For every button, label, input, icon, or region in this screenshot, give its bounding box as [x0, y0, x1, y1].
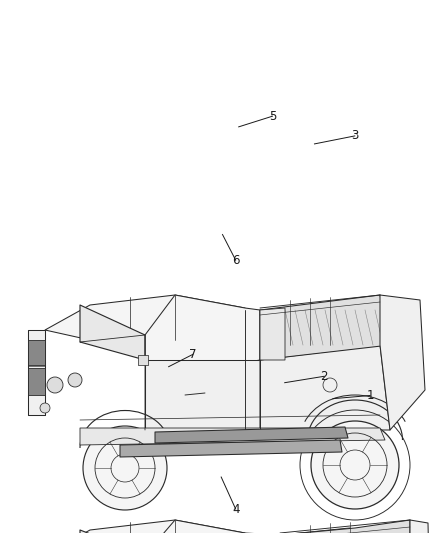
- Polygon shape: [120, 440, 342, 457]
- Polygon shape: [380, 295, 425, 430]
- Circle shape: [311, 421, 399, 509]
- Polygon shape: [80, 530, 145, 533]
- Polygon shape: [28, 330, 45, 415]
- Polygon shape: [410, 520, 430, 533]
- Text: 1: 1: [366, 389, 374, 402]
- Circle shape: [40, 403, 50, 413]
- Text: 7: 7: [189, 348, 197, 361]
- Polygon shape: [145, 520, 280, 533]
- Polygon shape: [145, 360, 260, 430]
- Polygon shape: [155, 427, 348, 443]
- Text: 5: 5: [269, 110, 276, 123]
- Polygon shape: [280, 528, 355, 533]
- Text: 6: 6: [232, 254, 240, 266]
- Polygon shape: [260, 295, 390, 360]
- Polygon shape: [260, 345, 390, 430]
- Polygon shape: [280, 520, 410, 533]
- Polygon shape: [28, 368, 45, 395]
- Polygon shape: [145, 295, 260, 375]
- Polygon shape: [138, 355, 148, 365]
- Polygon shape: [45, 520, 248, 533]
- Polygon shape: [28, 340, 45, 365]
- Polygon shape: [260, 308, 285, 360]
- Text: 3: 3: [351, 130, 358, 142]
- Circle shape: [83, 426, 167, 510]
- Circle shape: [47, 377, 63, 393]
- Polygon shape: [45, 295, 248, 350]
- Polygon shape: [80, 305, 145, 360]
- Text: 4: 4: [232, 503, 240, 515]
- Circle shape: [68, 373, 82, 387]
- Polygon shape: [80, 428, 385, 445]
- Text: 2: 2: [320, 370, 328, 383]
